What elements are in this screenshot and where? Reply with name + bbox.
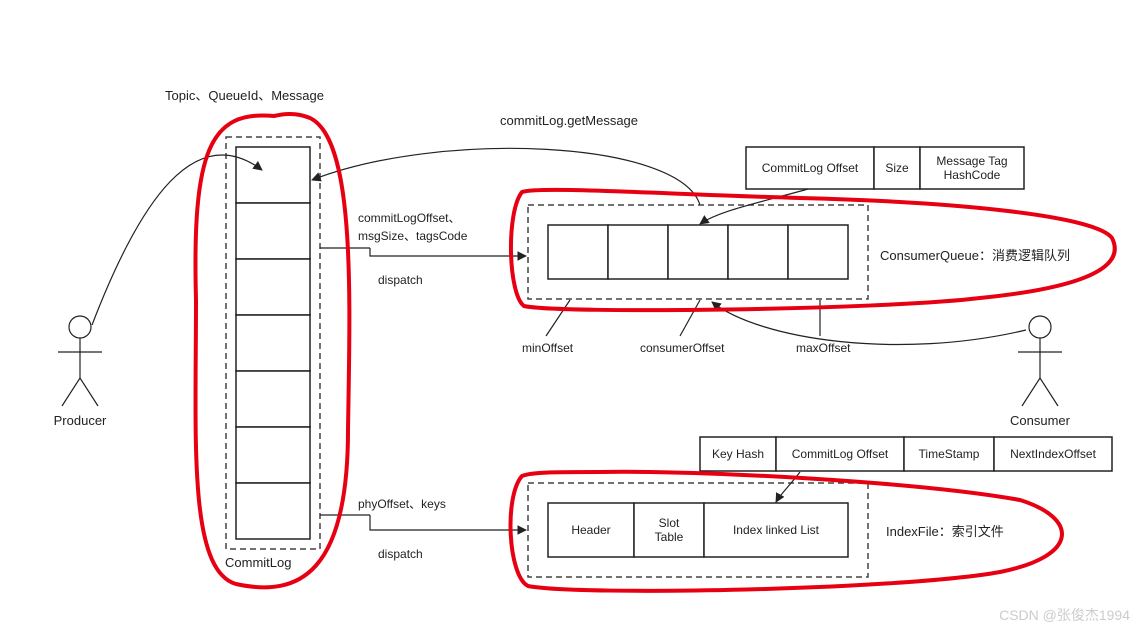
cq-header-row: CommitLog Offset Size Message TagHashCode <box>746 147 1024 189</box>
cq-cell <box>548 225 608 279</box>
getmessage-arrow <box>312 148 700 205</box>
producer-figure: Producer <box>54 316 107 428</box>
cq-cell <box>668 225 728 279</box>
commitlog-cell <box>236 315 310 371</box>
topic-label: Topic、QueueId、Message <box>165 88 324 103</box>
commitlog-get-label: commitLog.getMessage <box>500 113 638 128</box>
svg-text:CommitLog Offset: CommitLog Offset <box>792 447 889 461</box>
idx-header-row: Key Hash CommitLog Offset TimeStamp NextInd… <box>700 437 1112 471</box>
cq-cell <box>788 225 848 279</box>
svg-text:consumerOffset: consumerOffset <box>640 341 725 355</box>
consumer-label: Consumer <box>1010 413 1071 428</box>
svg-text:Size: Size <box>885 161 909 175</box>
dispatch1: commitLogOffset、 msgSize、tagsCode dispat… <box>320 211 526 287</box>
svg-text:minOffset: minOffset <box>522 341 574 355</box>
svg-text:phyOffset、keys: phyOffset、keys <box>358 497 446 511</box>
consumer-figure: Consumer <box>1010 316 1071 428</box>
indexfile-title: IndexFile：索引文件 <box>886 524 1004 539</box>
commitlog-cell <box>236 483 310 539</box>
svg-text:msgSize、tagsCode: msgSize、tagsCode <box>358 229 468 243</box>
producer-label: Producer <box>54 413 107 428</box>
consumerqueue: ConsumerQueue：消费逻辑队列 <box>528 205 1070 299</box>
svg-text:SlotTable: SlotTable <box>655 516 684 544</box>
indexfile: Header SlotTable Index linked List IndexFi… <box>528 483 1004 577</box>
watermark: CSDN @张俊杰1994 <box>999 607 1130 623</box>
svg-text:Message TagHashCode: Message TagHashCode <box>936 154 1007 182</box>
cq-cell <box>728 225 788 279</box>
dispatch2: phyOffset、keys dispatch <box>320 497 526 561</box>
commitlog-cell <box>236 259 310 315</box>
consumerqueue-title: ConsumerQueue：消费逻辑队列 <box>880 248 1070 263</box>
svg-text:maxOffset: maxOffset <box>796 341 851 355</box>
svg-text:CommitLog Offset: CommitLog Offset <box>762 161 859 175</box>
svg-text:dispatch: dispatch <box>378 547 423 561</box>
svg-text:Key Hash: Key Hash <box>712 447 764 461</box>
commitlog: CommitLog <box>225 137 320 570</box>
commitlog-cell <box>236 147 310 203</box>
svg-text:dispatch: dispatch <box>378 273 423 287</box>
svg-text:Index linked List: Index linked List <box>733 523 820 537</box>
commitlog-cell <box>236 371 310 427</box>
svg-text:commitLogOffset、: commitLogOffset、 <box>358 211 460 225</box>
cq-cell <box>608 225 668 279</box>
commitlog-cell <box>236 203 310 259</box>
svg-text:TimeStamp: TimeStamp <box>919 447 980 461</box>
commitlog-label: CommitLog <box>225 555 291 570</box>
svg-text:NextIndexOffset: NextIndexOffset <box>1010 447 1096 461</box>
commitlog-cell <box>236 427 310 483</box>
svg-text:Header: Header <box>571 523 610 537</box>
